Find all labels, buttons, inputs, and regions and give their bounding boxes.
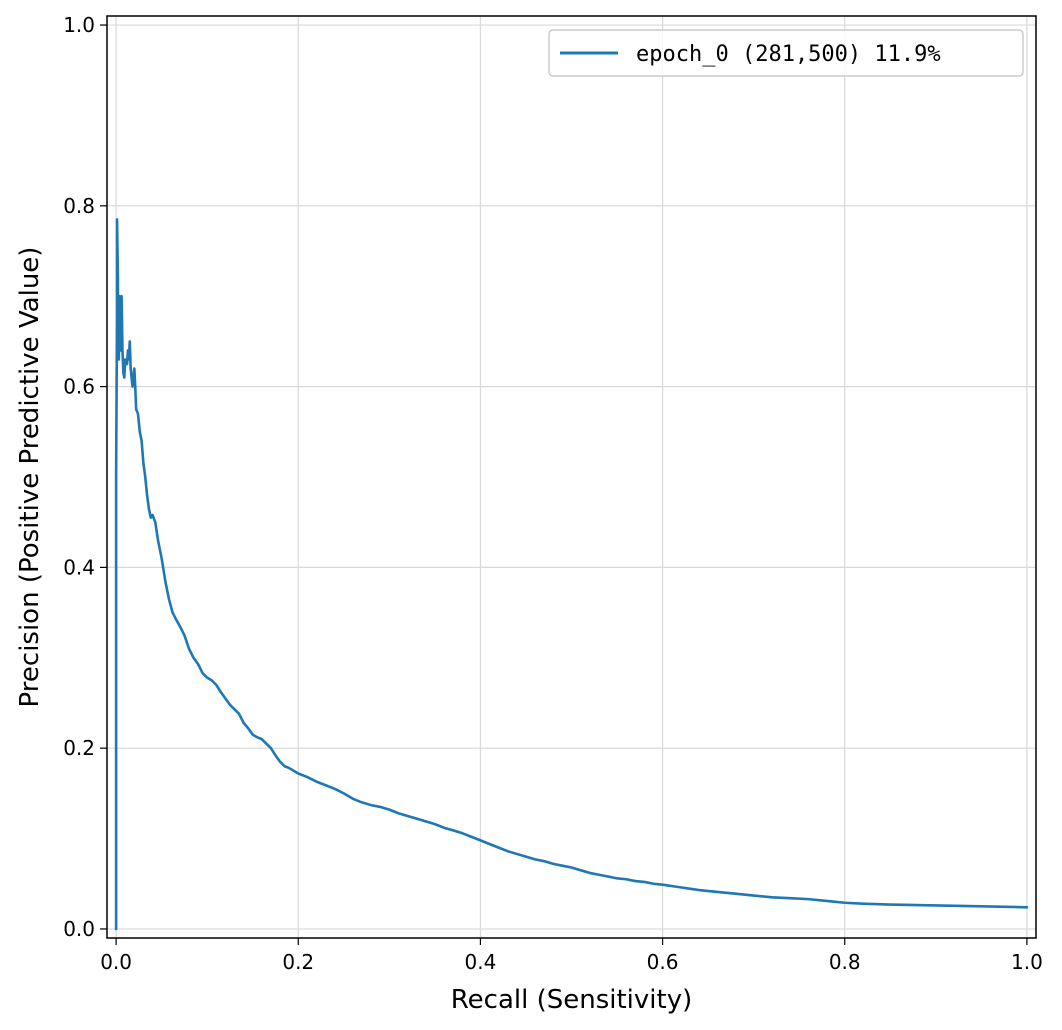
legend-series-label: epoch_0 (281,500) 11.9%: [636, 42, 941, 67]
y-tick-label-3: 0.6: [63, 375, 95, 399]
legend: epoch_0 (281,500) 11.9%: [548, 29, 1024, 77]
x-tick-label-2: 0.4: [465, 950, 497, 974]
x-tick-label-0: 0.0: [100, 950, 132, 974]
legend-box: [548, 29, 1024, 77]
y-tick-label-2: 0.4: [63, 555, 95, 579]
y-tick-label-1: 0.2: [63, 736, 95, 760]
y-tick-label-5: 1.0: [63, 13, 95, 37]
x-tick-label-1: 0.2: [282, 950, 314, 974]
grid-layer: [107, 16, 1036, 938]
x-tick-label-5: 1.0: [1011, 950, 1043, 974]
x-tick-label-3: 0.6: [647, 950, 679, 974]
y-tick-label-4: 0.8: [63, 194, 95, 218]
plot-frame: [106, 15, 1037, 939]
series-layer: [114, 218, 1029, 931]
series-line-0: [114, 218, 1029, 931]
y-tick-label-0: 0.0: [63, 917, 95, 941]
y-axis-label: Precision (Positive Predictive Value): [15, 247, 45, 708]
x-tick-label-4: 0.8: [829, 950, 861, 974]
x-axis-label: Recall (Sensitivity): [451, 985, 692, 1015]
tick-layer: 0.0 0.2 0.4 0.6 0.8 1.0 0.0 0.2 0.4 0.6 0.8 1.0: [63, 13, 1043, 974]
